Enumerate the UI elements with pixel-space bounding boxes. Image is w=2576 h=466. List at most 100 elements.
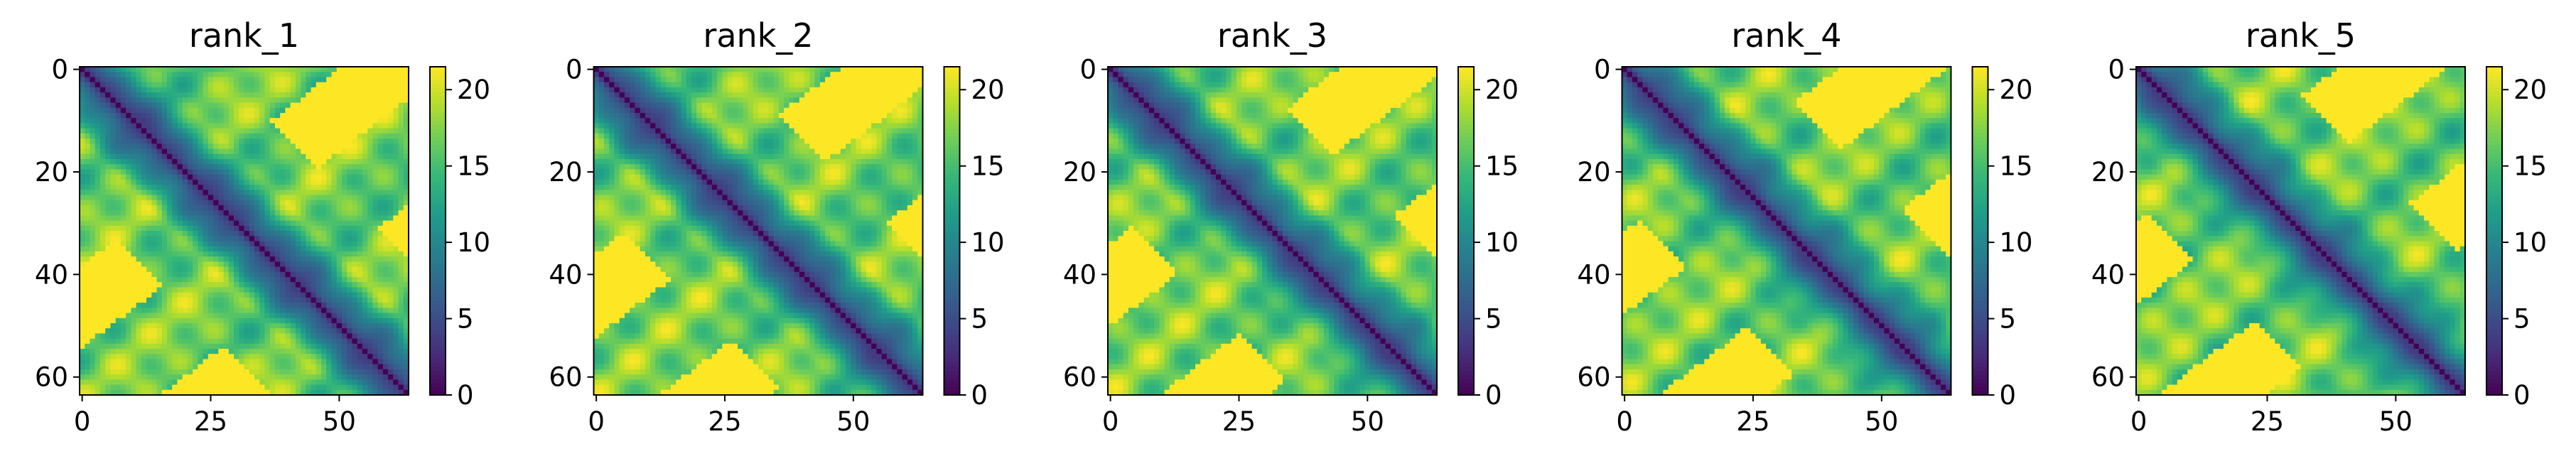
heatmap-cell bbox=[784, 118, 789, 124]
heatmap-cell bbox=[126, 195, 131, 201]
heatmap-cell bbox=[203, 354, 209, 360]
heatmap-cell bbox=[393, 236, 399, 242]
heatmap-cell bbox=[264, 231, 271, 237]
heatmap-cell bbox=[249, 133, 255, 139]
heatmap-cell bbox=[362, 169, 368, 175]
heatmap-cell bbox=[306, 379, 312, 386]
heatmap-cell bbox=[85, 87, 91, 93]
heatmap-cell bbox=[120, 256, 126, 262]
heatmap-cell bbox=[249, 384, 255, 391]
heatmap-cell bbox=[274, 97, 281, 104]
heatmap-cell bbox=[912, 112, 918, 119]
heatmap-cell bbox=[403, 82, 409, 88]
colorbar-segment bbox=[430, 124, 446, 129]
heatmap-cell bbox=[203, 174, 209, 180]
heatmap-cell bbox=[398, 139, 404, 144]
heatmap-cell bbox=[835, 72, 841, 78]
heatmap-cell bbox=[311, 107, 317, 114]
heatmap-cell bbox=[691, 87, 697, 93]
heatmap-cell bbox=[172, 333, 178, 340]
heatmap-cell bbox=[131, 343, 137, 350]
heatmap-cell bbox=[80, 338, 85, 345]
heatmap-cell bbox=[336, 179, 343, 185]
heatmap-cell bbox=[105, 323, 111, 329]
heatmap-cell bbox=[203, 97, 209, 104]
heatmap-cell bbox=[321, 123, 327, 129]
heatmap-cell bbox=[198, 231, 204, 237]
heatmap-cell bbox=[105, 112, 111, 119]
heatmap-cell bbox=[280, 308, 286, 314]
heatmap-cell bbox=[264, 384, 271, 391]
heatmap-cell bbox=[264, 143, 271, 150]
heatmap-cell bbox=[105, 128, 111, 134]
heatmap-cell bbox=[372, 297, 379, 303]
heatmap-cell bbox=[331, 107, 338, 114]
heatmap-cell bbox=[223, 200, 230, 206]
heatmap-cell bbox=[301, 251, 306, 257]
heatmap-cell bbox=[290, 389, 296, 396]
heatmap-cell bbox=[393, 174, 399, 180]
heatmap-cell bbox=[234, 349, 239, 354]
heatmap-cell bbox=[336, 92, 343, 98]
heatmap-cell bbox=[347, 174, 353, 180]
heatmap-cell bbox=[110, 287, 117, 293]
heatmap-cell bbox=[80, 359, 85, 365]
heatmap-cell bbox=[902, 67, 908, 72]
heatmap-cell bbox=[193, 303, 198, 308]
heatmap-cell bbox=[105, 179, 111, 185]
heatmap-cell bbox=[80, 333, 85, 340]
heatmap-cell bbox=[213, 153, 219, 160]
heatmap-cell bbox=[105, 82, 111, 88]
heatmap-cell bbox=[115, 241, 122, 247]
heatmap-cell bbox=[902, 118, 908, 124]
heatmap-cell bbox=[341, 179, 347, 185]
heatmap-cell bbox=[166, 266, 173, 273]
heatmap-cell bbox=[352, 338, 358, 345]
heatmap-cell bbox=[172, 323, 178, 329]
heatmap-cell bbox=[172, 246, 178, 252]
heatmap-cell bbox=[105, 313, 111, 319]
heatmap-cell bbox=[208, 338, 214, 345]
heatmap-cell bbox=[182, 282, 188, 288]
heatmap-cell bbox=[218, 139, 225, 144]
heatmap-cell bbox=[161, 287, 168, 293]
heatmap-cell bbox=[357, 389, 363, 396]
heatmap-cell bbox=[347, 323, 353, 329]
heatmap-cell bbox=[393, 200, 399, 206]
heatmap-cell bbox=[80, 318, 85, 324]
heatmap-cell bbox=[347, 102, 353, 109]
heatmap-cell bbox=[218, 143, 225, 150]
heatmap-cell bbox=[131, 256, 137, 262]
heatmap-cell bbox=[182, 313, 188, 319]
heatmap-cell bbox=[362, 271, 368, 278]
heatmap-cell bbox=[341, 195, 347, 201]
heatmap-cell bbox=[228, 236, 235, 242]
heatmap-cell bbox=[290, 323, 296, 329]
heatmap-cell bbox=[367, 266, 373, 273]
heatmap-cell bbox=[151, 328, 158, 334]
heatmap-cell bbox=[126, 389, 131, 396]
heatmap-cell bbox=[377, 128, 384, 134]
heatmap-cell bbox=[182, 354, 188, 360]
heatmap-cell bbox=[131, 190, 137, 196]
heatmap-cell bbox=[198, 190, 204, 196]
heatmap-cell bbox=[239, 164, 245, 170]
heatmap-cell bbox=[367, 215, 373, 222]
heatmap-cell bbox=[80, 276, 85, 283]
heatmap-cell bbox=[234, 200, 239, 206]
heatmap-cell bbox=[161, 266, 168, 273]
heatmap-cell bbox=[141, 139, 147, 144]
heatmap-cell bbox=[326, 384, 333, 391]
heatmap-cell bbox=[172, 133, 178, 139]
heatmap-cell bbox=[372, 343, 379, 350]
heatmap-cell bbox=[274, 333, 281, 340]
heatmap-cell bbox=[892, 97, 898, 104]
heatmap-cell bbox=[151, 241, 158, 247]
heatmap-cell bbox=[871, 97, 877, 104]
heatmap-cell bbox=[280, 313, 286, 319]
heatmap-cell bbox=[120, 308, 126, 314]
heatmap-cell bbox=[136, 102, 142, 109]
heatmap-cell bbox=[341, 297, 347, 303]
heatmap-cell bbox=[213, 67, 219, 72]
heatmap-cell bbox=[249, 72, 255, 78]
